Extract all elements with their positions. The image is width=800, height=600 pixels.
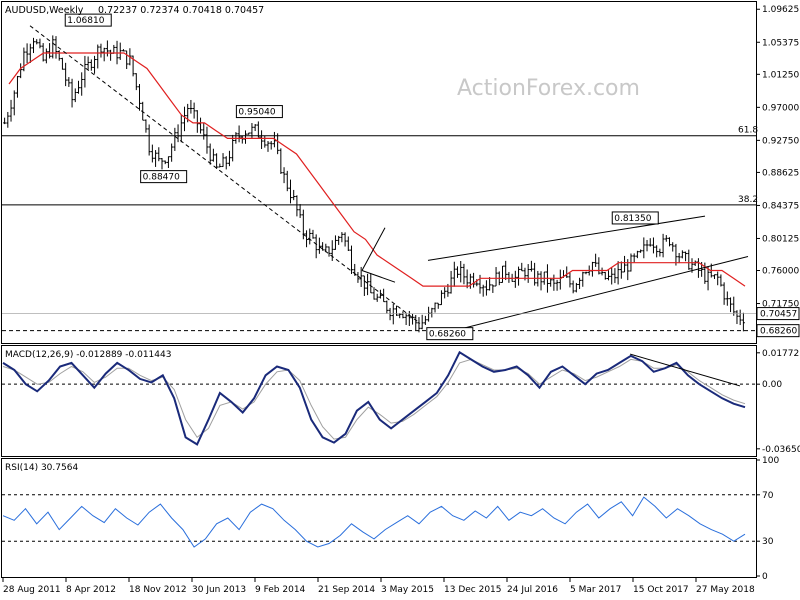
price-tick-label: 0.76000: [762, 267, 799, 277]
rsi-tick-label: 0: [762, 572, 768, 582]
moving-average-line: [8, 52, 746, 287]
current-price-label: 0.70457: [760, 310, 797, 320]
rsi-tick-label: 70: [762, 491, 774, 501]
price-tick-label: 1.05375: [762, 38, 799, 48]
price-annotation: 0.95040: [238, 108, 275, 118]
price-tick-label: 0.97000: [762, 103, 799, 113]
x-tick-label: 27 May 2018: [696, 585, 755, 595]
x-tick-label: 3 May 2015: [381, 585, 434, 595]
macd-line: [2, 350, 746, 446]
trendline: [454, 256, 749, 331]
price-annotation: 1.06810: [67, 16, 104, 26]
price-annotation: 0.68260: [429, 330, 466, 340]
price-annotation: 0.81350: [614, 214, 651, 224]
price-annotation: 0.88470: [143, 173, 180, 183]
trendline: [29, 25, 421, 324]
x-tick-label: 5 Mar 2017: [570, 585, 621, 595]
support-price-box: [756, 324, 800, 338]
axis-layer: 1.09625 1.05375 1.01250 0.97000 0.92750 0.886…: [2, 5, 800, 595]
price-annotation-box: [235, 105, 283, 119]
rsi-line: [2, 496, 746, 548]
price-tick-label: 0.88625: [762, 168, 799, 178]
rsi-label: RSI(14) 30.7564: [5, 463, 78, 473]
x-tick-label: 30 Jun 2013: [192, 585, 246, 595]
fib-label: 38.2: [738, 195, 758, 205]
fib-label: 61.8: [738, 126, 758, 136]
ohlc-values: 0.72237 0.72374 0.70418 0.70457: [98, 5, 264, 16]
x-tick-label: 8 Apr 2012: [66, 585, 116, 595]
rsi-tick-label: 30: [762, 537, 774, 547]
x-tick-label: 28 Aug 2011: [3, 585, 61, 595]
x-tick-label: 13 Dec 2015: [444, 585, 502, 595]
rsi-tick-label: 100: [762, 456, 779, 466]
price-layer: 61.8 38.2 1.06810 0.88470 0.95040 0.68260 0.81…: [2, 13, 758, 341]
chart-title: AUDUSD,Weekly: [5, 5, 84, 16]
macd-tick-label: 0.01772: [762, 349, 799, 359]
macd-label: MACD(12,26,9) -0.012889 -0.011443: [5, 350, 171, 360]
price-annotation-box: [140, 170, 188, 184]
x-tick-label: 21 Sep 2014: [318, 585, 375, 595]
price-tick-label: 0.71750: [762, 300, 799, 310]
price-tick-label: 1.01250: [762, 70, 799, 80]
price-annotation-box: [611, 211, 659, 225]
macd-trendline: [629, 353, 741, 387]
rsi-panel-frame: [1, 458, 757, 578]
support-price-label: 0.68260: [760, 327, 797, 337]
macd-layer: [2, 350, 756, 446]
price-tick-label: 1.09625: [762, 5, 799, 15]
trendline: [361, 227, 386, 271]
price-annotation-box: [64, 13, 112, 27]
x-tick-label: 15 Oct 2017: [633, 585, 689, 595]
price-tick-label: 0.80125: [762, 234, 799, 244]
macd-panel-frame: [1, 345, 757, 457]
x-tick-label: 9 Feb 2014: [255, 585, 306, 595]
trendline: [361, 270, 396, 283]
price-annotation-box: [426, 327, 474, 341]
price-tick-label: 0.92750: [762, 136, 799, 146]
macd-tick-label: -0.036508: [762, 445, 800, 455]
trendline: [427, 215, 706, 261]
price-panel-frame: [1, 1, 757, 344]
rsi-layer: [2, 494, 756, 548]
current-price-box: [756, 307, 800, 321]
price-tick-label: 0.84375: [762, 201, 799, 211]
x-tick-label: 24 Jul 2016: [507, 585, 558, 595]
macd-signal-line: [2, 358, 746, 440]
x-tick-label: 18 Nov 2012: [129, 585, 187, 595]
watermark: ActionForex.com: [457, 76, 640, 101]
macd-tick-label: 0.00: [762, 380, 782, 390]
